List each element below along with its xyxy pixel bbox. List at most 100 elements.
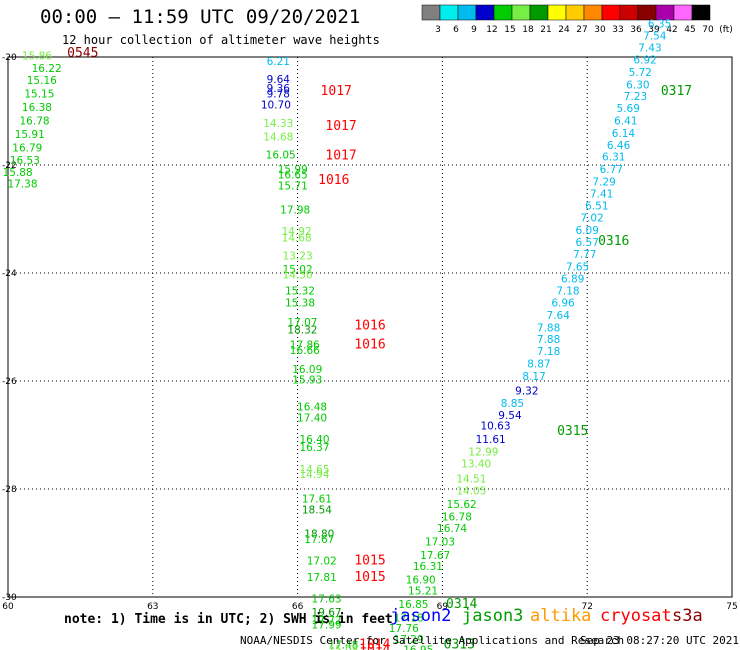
wave-height-value: 6.46 — [607, 140, 631, 152]
pass-time-label: 0317 — [661, 84, 692, 99]
wave-height-value: 6.09 — [576, 225, 599, 237]
colorbar-label: 36 — [630, 25, 642, 35]
wave-height-value: 6.77 — [600, 164, 623, 176]
colorbar-label: 27 — [576, 25, 587, 35]
wave-height-value: 19.67 — [312, 607, 342, 619]
wave-height-value: 16.31 — [413, 561, 443, 573]
wave-height-value: 7.88 — [537, 334, 560, 346]
wave-height-value: 10.63 — [480, 421, 510, 433]
wave-height-value: 16.48 — [297, 402, 327, 414]
colorbar-label: 45 — [684, 25, 695, 35]
wave-height-value: 15.08 — [328, 645, 358, 650]
pass-time-label: 0316 — [598, 234, 629, 249]
wave-height-value: 16.37 — [299, 442, 329, 454]
wave-height-value: 6.31 — [602, 152, 625, 164]
wave-height-value: 17.81 — [307, 572, 337, 584]
wave-height-value: 7.23 — [624, 91, 647, 103]
pass-time-label: 1015 — [354, 570, 385, 585]
pass-time-label: 1017 — [325, 149, 356, 164]
colorbar-swatch — [493, 4, 513, 21]
legend-entry-altika: altika — [530, 606, 592, 626]
wave-height-value: 6.35 — [648, 18, 671, 30]
wave-height-value: 6.51 — [585, 200, 608, 212]
wave-height-value: 6.30 — [626, 79, 649, 91]
y-tick-label: -26 — [2, 377, 17, 387]
wave-height-value: 16.53 — [10, 155, 40, 167]
wave-height-value: 16.22 — [32, 63, 62, 75]
x-tick-label: 60 — [2, 602, 14, 612]
legend-entry-jason2: jason2 — [390, 606, 452, 626]
x-tick-label: 75 — [726, 602, 737, 612]
wave-height-value: 15.62 — [447, 499, 477, 511]
wave-height-value: 18.32 — [287, 324, 317, 336]
wave-height-value: 16.09 — [292, 364, 322, 376]
wave-height-value: 17.76 — [389, 623, 419, 635]
colorbar-swatch — [457, 4, 477, 21]
wave-height-value: 6.21 — [267, 56, 290, 68]
wave-height-value: 14.05 — [456, 485, 486, 497]
wave-height-value: 17.40 — [297, 413, 327, 425]
x-tick-label: 63 — [147, 602, 158, 612]
colorbar-label: 24 — [558, 25, 570, 35]
wave-height-value: 15.93 — [292, 375, 322, 387]
wave-height-value: 16.74 — [437, 523, 467, 535]
wave-height-value: 14.94 — [299, 469, 329, 481]
wave-height-value: 16.78 — [20, 116, 50, 128]
colorbar-label: 18 — [522, 25, 534, 35]
legend-entry-jason3: jason3 — [462, 606, 524, 626]
colorbar-swatch — [421, 4, 441, 21]
wave-height-value: 6.96 — [551, 297, 575, 309]
wave-height-value: 7.41 — [590, 188, 613, 200]
wave-height-value: 6.57 — [576, 237, 599, 249]
footnote: note: 1) Time is in UTC; 2) SWH is in fe… — [64, 612, 393, 627]
wave-height-value: 16.38 — [22, 102, 52, 114]
wave-height-value: 7.18 — [556, 286, 579, 298]
wave-height-value: 17.63 — [312, 593, 342, 605]
y-tick-label: -28 — [2, 485, 17, 495]
wave-height-value: 12.99 — [468, 447, 498, 459]
wave-height-value: 7.18 — [537, 346, 560, 358]
colorbar-label: 30 — [594, 25, 606, 35]
colorbar-label: (ft) — [719, 25, 733, 35]
wave-height-value: 17.29 — [394, 634, 424, 646]
wave-height-value: 6.92 — [633, 54, 656, 66]
wave-height-value: 16.95 — [403, 645, 433, 650]
x-tick-label: 66 — [292, 602, 304, 612]
wave-height-value: 16.90 — [406, 575, 436, 587]
wave-height-value: 15.32 — [285, 286, 315, 298]
colorbar-label: 33 — [612, 25, 623, 35]
wave-height-value: 17.72 — [312, 615, 342, 627]
wave-height-value: 18.80 — [304, 529, 334, 541]
wave-height-value: 17.48 — [328, 639, 358, 650]
wave-height-value: 14.33 — [263, 118, 293, 130]
wave-height-value: 7.54 — [643, 31, 667, 43]
colorbar-swatch — [583, 4, 603, 21]
wave-height-value: 16.66 — [290, 345, 320, 357]
wave-height-value: 15.71 — [278, 180, 308, 192]
wave-height-value: 5.72 — [629, 67, 652, 79]
colorbar-label: 42 — [666, 25, 677, 35]
wave-height-value: 17.03 — [425, 537, 455, 549]
wave-height-value: 5.69 — [617, 103, 640, 115]
wave-height-value: 17.07 — [287, 317, 317, 329]
wave-height-value: 9.54 — [498, 410, 522, 422]
pass-time-label: 0545 — [67, 46, 98, 61]
wave-height-value: 16.40 — [299, 434, 329, 446]
colorbar-label: 39 — [648, 25, 660, 35]
wave-height-value: 16.65 — [278, 170, 308, 182]
wave-height-value: 15.86 — [22, 51, 52, 63]
wave-height-value: 11.61 — [476, 434, 506, 446]
wave-height-value: 17.61 — [302, 494, 332, 506]
pass-time-label: 1016 — [354, 319, 385, 334]
wave-height-value: 15.91 — [15, 129, 45, 141]
colorbar-swatch — [673, 4, 693, 21]
wave-height-value: 14.92 — [282, 226, 312, 238]
wave-height-value: 16.78 — [442, 511, 472, 523]
wave-height-value: 17.02 — [307, 556, 337, 568]
wave-height-value: 7.64 — [547, 310, 571, 322]
colorbar-label: 15 — [504, 25, 515, 35]
pass-time-label: 1016 — [354, 338, 385, 353]
wave-height-value: 14.50 — [283, 269, 313, 281]
wave-height-value: 14.68 — [282, 233, 312, 245]
